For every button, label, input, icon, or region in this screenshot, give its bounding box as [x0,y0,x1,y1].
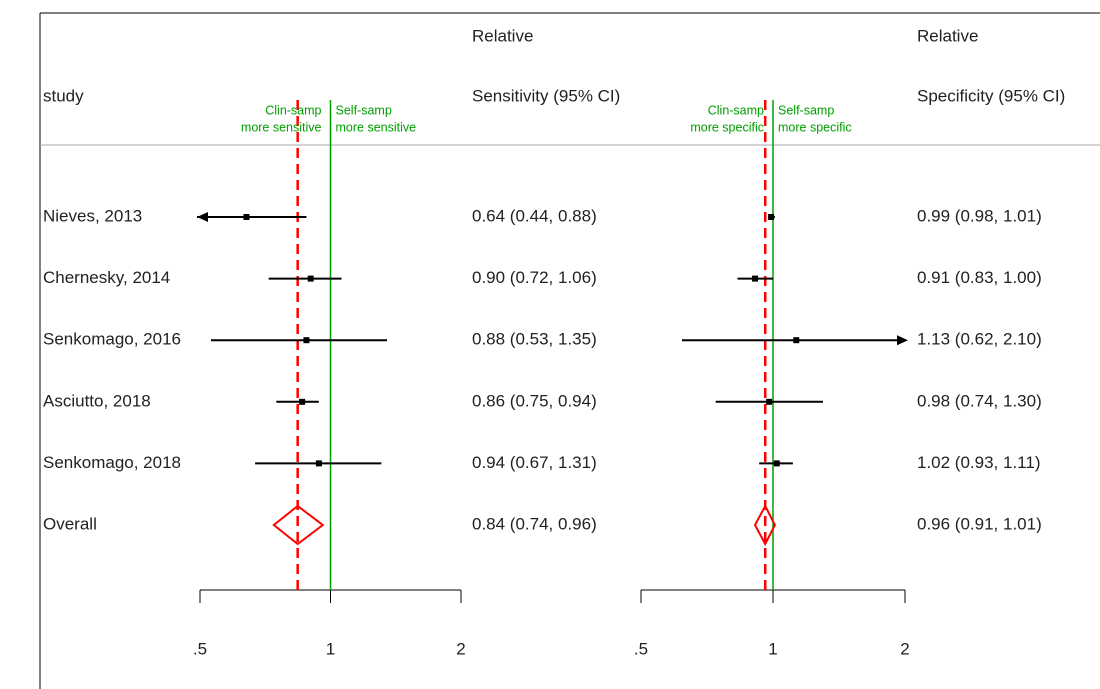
ci-label: 0.90 (0.72, 1.06) [472,268,597,287]
row-header: study [43,86,84,105]
annotation: Clin-samp [708,103,764,117]
ci-label: 0.99 (0.98, 1.01) [917,206,1042,225]
point-estimate [303,337,310,344]
overall-diamond [753,503,777,547]
point-estimate [793,337,800,344]
study-label: Asciutto, 2018 [43,391,151,410]
study-label: Chernesky, 2014 [43,268,170,287]
ci-label: 0.88 (0.53, 1.35) [472,330,597,349]
annotation: more specific [690,120,764,134]
x-tick-label: .5 [634,639,648,658]
column-header: Sensitivity (95% CI) [472,86,620,105]
ci-label: 0.84 (0.74, 0.96) [472,514,597,533]
annotation: Self-samp [778,103,834,117]
annotation: more sensitive [336,120,417,134]
ci-label: 1.13 (0.62, 2.10) [917,330,1042,349]
point-estimate [766,398,773,405]
point-estimate [752,275,759,282]
column-header: Relative [917,26,978,45]
ci-label: 0.64 (0.44, 0.88) [472,206,597,225]
point-estimate [299,398,306,405]
ci-label: 0.96 (0.91, 1.01) [917,514,1042,533]
ci-arrow [897,335,908,346]
x-tick-label: 2 [456,639,465,658]
point-estimate [243,214,250,220]
x-tick-label: 2 [900,639,909,658]
x-tick-label: 1 [768,639,777,658]
overall-label: Overall [43,514,97,533]
annotation: Clin-samp [265,103,321,117]
point-estimate [307,275,314,282]
study-label: Senkomago, 2018 [43,453,181,472]
column-header: Specificity (95% CI) [917,86,1065,105]
overall-diamond [272,504,325,546]
x-tick-label: .5 [193,639,207,658]
x-tick-label: 1 [326,639,335,658]
point-estimate [315,460,322,467]
annotation: Self-samp [336,103,392,117]
ci-arrow [197,212,208,222]
point-estimate [768,214,775,220]
ci-label: 0.86 (0.75, 0.94) [472,391,597,410]
annotation: more specific [778,120,852,134]
study-label: Senkomago, 2016 [43,330,181,349]
study-label: Nieves, 2013 [43,206,142,225]
column-header: Relative [472,26,533,45]
annotation: more sensitive [241,120,322,134]
point-estimate [773,460,780,467]
ci-label: 0.98 (0.74, 1.30) [917,391,1042,410]
ci-label: 1.02 (0.93, 1.11) [917,453,1041,472]
ci-label: 0.94 (0.67, 1.31) [472,453,597,472]
ci-label: 0.91 (0.83, 1.00) [917,268,1042,287]
